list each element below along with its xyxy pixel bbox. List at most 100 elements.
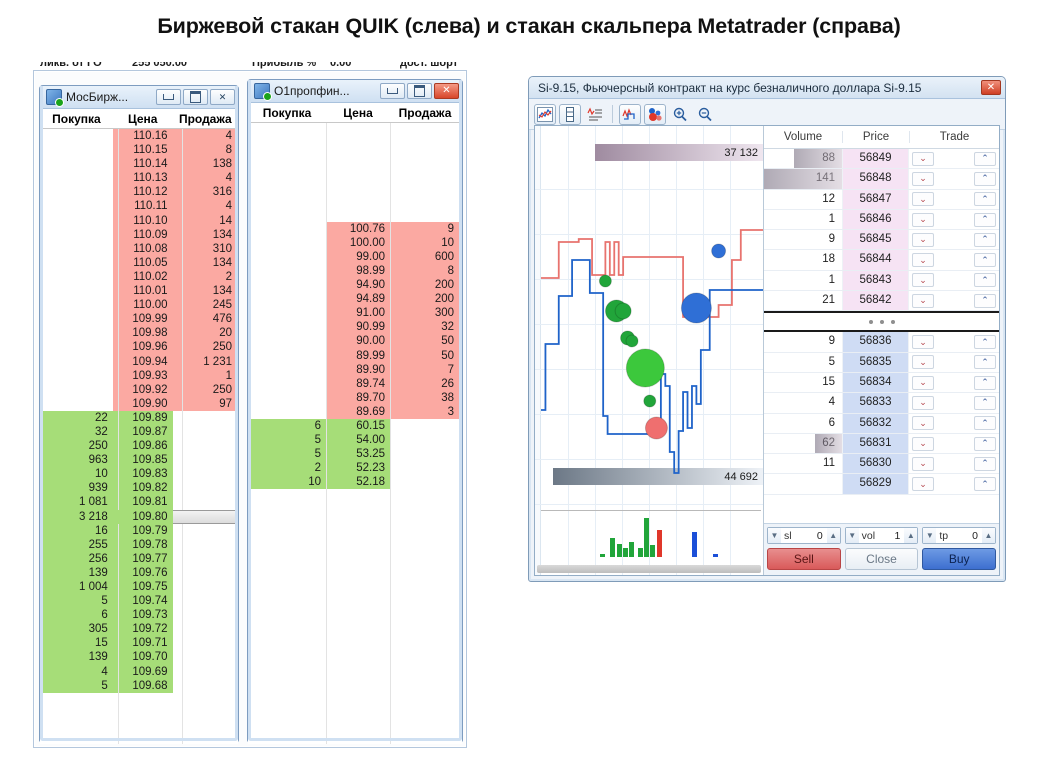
table-row[interactable] bbox=[248, 151, 462, 165]
tick-list-icon[interactable] bbox=[584, 104, 606, 125]
table-row[interactable]: 110.12 316 bbox=[40, 185, 238, 200]
buy-chevron-icon[interactable]: ⌃ bbox=[974, 192, 996, 207]
quik-right-titlebar[interactable]: O1пропфин... ✕ bbox=[248, 80, 462, 103]
table-row[interactable]: 110.09 134 bbox=[40, 227, 238, 242]
sell-chevron-icon[interactable]: ⌄ bbox=[912, 477, 934, 492]
table-row[interactable]: 250 109.86 bbox=[40, 439, 238, 454]
table-row[interactable] bbox=[248, 208, 462, 222]
sell-chevron-icon[interactable]: ⌄ bbox=[912, 151, 934, 166]
table-row[interactable]: 89.70 38 bbox=[248, 390, 462, 405]
table-row[interactable]: 110.00 245 bbox=[40, 298, 238, 313]
table-row[interactable]: 139 109.76 bbox=[40, 565, 238, 580]
table-row[interactable]: 4 56833 ⌄ ⌃ bbox=[764, 393, 999, 414]
buy-chevron-icon[interactable]: ⌃ bbox=[974, 456, 996, 471]
table-row[interactable]: 110.05 134 bbox=[40, 255, 238, 270]
table-row[interactable]: 256 109.77 bbox=[40, 551, 238, 566]
buy-button[interactable]: Buy bbox=[922, 548, 997, 570]
table-row[interactable]: 99.00 600 bbox=[248, 249, 462, 264]
table-row[interactable]: 22 109.89 bbox=[40, 410, 238, 425]
table-row[interactable]: 1 081 109.81 bbox=[40, 495, 238, 510]
mt-buy-rows[interactable]: 9 56836 ⌄ ⌃ 5 56835 ⌄ ⌃ 15 56834 ⌄ ⌃ 4 56833 ⌄ ⌃ 6 56832 ⌄… bbox=[764, 332, 999, 495]
sell-chevron-icon[interactable]: ⌄ bbox=[912, 355, 934, 370]
table-row[interactable] bbox=[248, 179, 462, 193]
sl-stepper[interactable]: ▼ sl 0 ▲ bbox=[767, 527, 841, 544]
buy-chevron-icon[interactable]: ⌃ bbox=[974, 171, 996, 186]
table-row[interactable]: 32 109.87 bbox=[40, 424, 238, 440]
chevron-down-icon[interactable]: ▼ bbox=[768, 528, 781, 543]
quik-right-depth-table[interactable]: 100.76 9 100.00 10 99.00 600 98.99 8 94.90 200 94.… bbox=[248, 123, 462, 744]
sell-chevron-icon[interactable]: ⌄ bbox=[912, 192, 934, 207]
mt-depth-pane[interactable]: Volume Price Trade 8856849⌄⌃14156848⌄⌃12… bbox=[763, 126, 999, 575]
table-row[interactable]: 6256831⌄⌃ bbox=[764, 433, 999, 455]
mt-sell-rows[interactable]: 8856849⌄⌃14156848⌄⌃1256847⌄⌃156846⌄⌃9568… bbox=[764, 149, 999, 312]
table-row[interactable]: 5 109.74 bbox=[40, 594, 238, 609]
table-row[interactable]: 6 56832 ⌄ ⌃ bbox=[764, 413, 999, 434]
table-row[interactable]: 94.89 200 bbox=[248, 292, 462, 307]
table-row[interactable]: 11 56830 ⌄ ⌃ bbox=[764, 454, 999, 475]
table-row[interactable] bbox=[248, 137, 462, 151]
chevron-up-icon[interactable]: ▲ bbox=[982, 528, 996, 543]
buy-chevron-icon[interactable]: ⌃ bbox=[974, 335, 996, 350]
buy-chevron-icon[interactable]: ⌃ bbox=[974, 293, 996, 308]
table-row[interactable]: 110.13 4 bbox=[40, 171, 238, 186]
minimize-button[interactable] bbox=[156, 89, 181, 105]
table-row[interactable]: 3 218 109.80 bbox=[40, 509, 238, 524]
close-icon[interactable]: ✕ bbox=[981, 80, 1001, 95]
table-row[interactable]: 110.11 4 bbox=[40, 199, 238, 214]
table-row[interactable]: 100.00 10 bbox=[248, 235, 462, 250]
table-row[interactable]: 4 109.69 bbox=[40, 664, 238, 679]
mt-titlebar[interactable]: Si-9.15, Фьючерсный контракт на курс без… bbox=[529, 77, 1005, 99]
table-row[interactable]: 89.74 26 bbox=[248, 376, 462, 391]
table-row[interactable]: 12 56847 ⌄ ⌃ bbox=[764, 189, 999, 210]
table-row[interactable]: 110.15 8 bbox=[40, 143, 238, 158]
table-row[interactable]: 5 54.00 bbox=[248, 433, 462, 448]
ticks-chart-icon[interactable] bbox=[619, 103, 641, 125]
chevron-down-icon[interactable]: ▼ bbox=[845, 528, 859, 543]
quik-o1propfin-window[interactable]: O1пропфин... ✕ Покупка Цена Продажа 100.… bbox=[247, 79, 463, 744]
chevron-down-icon[interactable]: ▼ bbox=[923, 528, 937, 543]
table-row[interactable]: 15 109.71 bbox=[40, 636, 238, 651]
table-row[interactable]: 109.99 476 bbox=[40, 312, 238, 327]
maximize-button[interactable] bbox=[183, 89, 208, 105]
zoom-in-icon[interactable] bbox=[669, 104, 691, 125]
sell-chevron-icon[interactable]: ⌄ bbox=[912, 375, 934, 390]
sell-chevron-icon[interactable]: ⌄ bbox=[912, 436, 934, 451]
close-button[interactable]: Close bbox=[844, 548, 919, 570]
buy-chevron-icon[interactable]: ⌃ bbox=[974, 273, 996, 288]
table-row[interactable]: 91.00 300 bbox=[248, 306, 462, 321]
table-row[interactable]: 18 56844 ⌄ ⌃ bbox=[764, 250, 999, 271]
table-row[interactable]: 1 56846 ⌄ ⌃ bbox=[764, 209, 999, 231]
sell-chevron-icon[interactable]: ⌄ bbox=[912, 171, 934, 186]
table-row[interactable]: 15 56834 ⌄ ⌃ bbox=[764, 372, 999, 394]
chevron-up-icon[interactable]: ▲ bbox=[826, 528, 840, 543]
sell-chevron-icon[interactable]: ⌄ bbox=[912, 395, 934, 410]
table-row[interactable]: 110.10 14 bbox=[40, 213, 238, 228]
table-row[interactable] bbox=[248, 193, 462, 207]
close-icon[interactable]: ✕ bbox=[434, 83, 459, 99]
buy-chevron-icon[interactable]: ⌃ bbox=[974, 375, 996, 390]
zoom-out-icon[interactable] bbox=[694, 104, 716, 125]
table-row[interactable]: 56829 ⌄ ⌃ bbox=[764, 474, 999, 495]
table-row[interactable]: 305 109.72 bbox=[40, 622, 238, 637]
table-row[interactable]: 110.16 4 bbox=[40, 129, 238, 144]
quik-mosbirzha-window[interactable]: МосБирж... ✕ Покупка Цена Продажа 110.16… bbox=[39, 85, 239, 744]
maximize-button[interactable] bbox=[407, 83, 432, 99]
chart-horizontal-scrollbar[interactable] bbox=[537, 565, 761, 573]
table-row[interactable]: 110.02 2 bbox=[40, 269, 238, 285]
minimize-button[interactable] bbox=[380, 83, 405, 99]
buy-chevron-icon[interactable]: ⌃ bbox=[974, 436, 996, 451]
table-row[interactable]: 963 109.85 bbox=[40, 453, 238, 468]
depth-book-icon[interactable] bbox=[559, 103, 581, 125]
table-row[interactable]: 109.96 250 bbox=[40, 340, 238, 355]
table-row[interactable]: 9 56845 ⌄ ⌃ bbox=[764, 230, 999, 251]
table-row[interactable]: 9 56836 ⌄ ⌃ bbox=[764, 332, 999, 353]
sell-chevron-icon[interactable]: ⌄ bbox=[912, 232, 934, 247]
table-row[interactable]: 10 52.18 bbox=[248, 475, 462, 490]
table-row[interactable]: 90.00 50 bbox=[248, 334, 462, 349]
table-row[interactable]: 5 53.25 bbox=[248, 447, 462, 462]
table-row[interactable]: 14156848⌄⌃ bbox=[764, 169, 999, 190]
table-row[interactable] bbox=[248, 123, 462, 137]
sell-chevron-icon[interactable]: ⌄ bbox=[912, 335, 934, 350]
vol-stepper[interactable]: ▼ vol 1 ▲ bbox=[844, 527, 919, 544]
table-row[interactable]: 1 004 109.75 bbox=[40, 580, 238, 595]
